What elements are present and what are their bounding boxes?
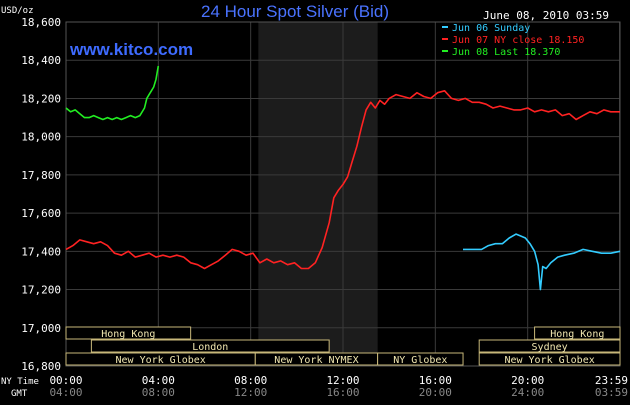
session-box xyxy=(65,326,192,340)
session-label: NY Globex xyxy=(393,355,447,366)
y-tick-label: 18,200 xyxy=(21,92,61,105)
session-label: Hong Kong xyxy=(101,329,155,340)
x-tick-label: 16:00 xyxy=(419,374,452,387)
gmt-tick-label: 08:00 xyxy=(142,386,175,399)
y-tick-label: 17,600 xyxy=(21,207,61,220)
chart-title: 24 Hour Spot Silver (Bid) xyxy=(201,2,389,21)
gmt-tick-label: 03:59 xyxy=(595,386,628,399)
y-tick-label: 17,400 xyxy=(21,245,61,258)
legend-label: Jun 06 Sunday xyxy=(452,23,530,34)
session-label: New York Globex xyxy=(504,355,594,366)
session-label: Sydney xyxy=(532,342,568,353)
y-tick-label: 18,000 xyxy=(21,131,61,144)
legend-label: Jun 08 Last 18.370 xyxy=(452,47,560,58)
y-tick-label: 18,600 xyxy=(21,16,61,29)
y-tick-label: 17,000 xyxy=(21,322,61,335)
gmt-tick-label: 16:00 xyxy=(326,386,359,399)
y-tick-label: 17,800 xyxy=(21,169,61,182)
x-tick-label: 04:00 xyxy=(142,374,175,387)
gmt-tick-label: 20:00 xyxy=(419,386,452,399)
y-tick-label: 16,800 xyxy=(21,360,61,373)
gmt-tick-label: 04:00 xyxy=(49,386,82,399)
session-box xyxy=(377,352,464,366)
y-tick-label: 17,200 xyxy=(21,284,61,297)
plot-frame xyxy=(65,21,621,367)
session-box xyxy=(90,339,330,353)
ny-session-shade xyxy=(258,22,378,366)
unit-label: USD/oz xyxy=(1,6,34,16)
session-label: New York Globex xyxy=(115,355,205,366)
gmt-tick-label: 12:00 xyxy=(234,386,267,399)
session-box xyxy=(478,339,621,353)
timestamp: June 08, 2010 03:59 xyxy=(483,9,609,22)
session-label: Hong Kong xyxy=(550,329,604,340)
x-tick-label: 20:00 xyxy=(511,374,544,387)
session-box xyxy=(478,352,621,366)
x-tick-label: 08:00 xyxy=(234,374,267,387)
watermark-logo: www.kitco.com xyxy=(69,40,193,59)
ny-time-label: NY Time xyxy=(1,377,39,387)
x-tick-label: 23:59 xyxy=(595,374,628,387)
gmt-label: GMT xyxy=(11,389,28,399)
session-label: New York NYMEX xyxy=(274,355,358,366)
series-line xyxy=(463,233,621,291)
x-tick-label: 00:00 xyxy=(49,374,82,387)
series-line xyxy=(65,65,160,121)
session-label: London xyxy=(192,342,228,353)
session-box xyxy=(534,326,621,340)
legend-label: Jun 07 NY close 18.150 xyxy=(452,35,584,46)
y-tick-label: 18,400 xyxy=(21,54,61,67)
gmt-tick-label: 24:00 xyxy=(511,386,544,399)
series-line xyxy=(65,90,620,270)
x-tick-label: 12:00 xyxy=(326,374,359,387)
